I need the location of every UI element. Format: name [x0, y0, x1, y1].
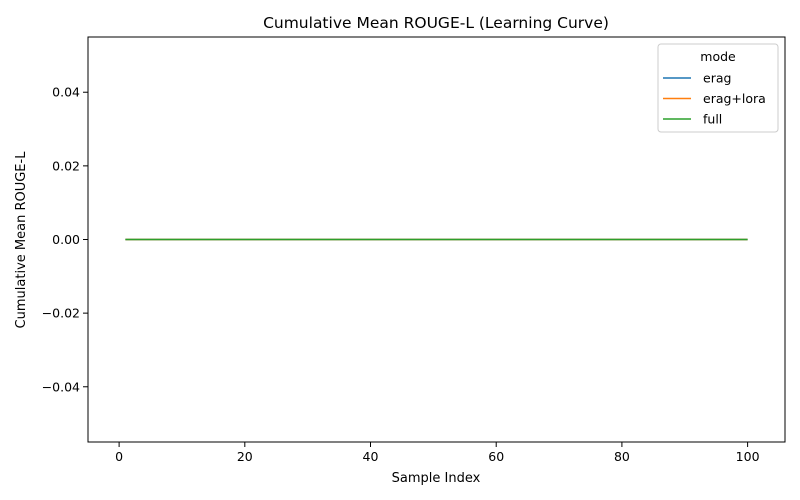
y-tick-label: −0.04 [42, 379, 80, 394]
x-tick-label: 60 [488, 449, 504, 464]
y-axis-ticks: −0.04 −0.02 0.00 0.02 0.04 [42, 85, 88, 394]
legend: mode erag erag+lora full [657, 43, 779, 133]
chart-title: Cumulative Mean ROUGE-L (Learning Curve) [263, 14, 609, 32]
y-axis-title: Cumulative Mean ROUGE-L [14, 151, 29, 329]
x-tick-label: 0 [115, 449, 123, 464]
x-axis-ticks: 0 20 40 60 80 100 [115, 442, 760, 464]
x-tick-label: 80 [614, 449, 630, 464]
x-tick-label: 100 [736, 449, 760, 464]
x-tick-label: 40 [363, 449, 379, 464]
legend-label: full [703, 112, 722, 127]
x-tick-label: 20 [237, 449, 253, 464]
legend-items: erag erag+lora full [663, 71, 766, 127]
legend-title: mode [700, 49, 736, 64]
y-tick-label: −0.02 [42, 306, 80, 321]
legend-label: erag+lora [703, 91, 766, 106]
y-tick-label: 0.02 [52, 158, 80, 173]
legend-label: erag [703, 71, 731, 86]
legend-box [657, 43, 779, 133]
y-tick-label: 0.04 [52, 85, 80, 100]
x-axis-title: Sample Index [392, 471, 481, 486]
y-tick-label: 0.00 [52, 232, 80, 247]
